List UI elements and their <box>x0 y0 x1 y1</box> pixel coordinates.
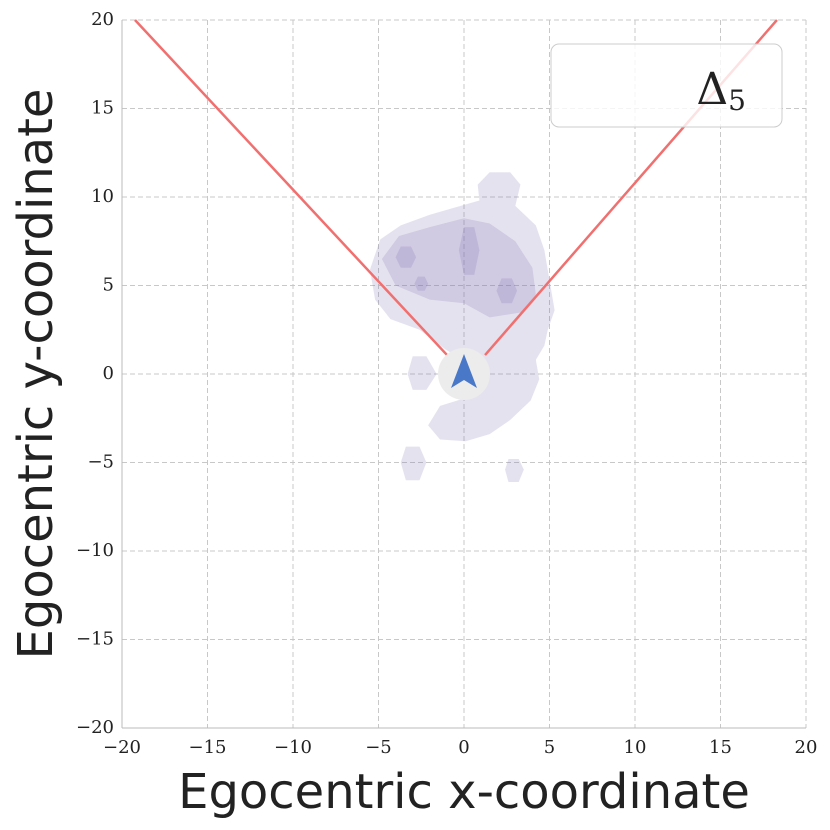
density-region <box>414 276 429 291</box>
legend-box <box>550 43 783 128</box>
legend-subscript: 5 <box>728 84 746 117</box>
x-tick-label: −5 <box>365 737 392 758</box>
x-tick-label: −20 <box>103 737 141 758</box>
y-tick-label: 15 <box>91 98 114 119</box>
x-tick-label: 20 <box>795 737 818 758</box>
density-region <box>505 458 524 482</box>
fov-line <box>134 19 448 356</box>
density-region <box>369 172 555 442</box>
y-tick-label: 10 <box>91 186 114 207</box>
legend-label: Δ5 <box>696 64 746 117</box>
density-region <box>400 446 427 481</box>
density-region <box>381 218 536 318</box>
x-tick-label: 15 <box>709 737 732 758</box>
y-tick-label: −5 <box>87 452 114 473</box>
density-region <box>496 278 518 304</box>
y-tick-label: −15 <box>76 629 114 650</box>
density-region <box>395 246 417 268</box>
x-tick-label: 5 <box>544 737 555 758</box>
y-tick-label: −10 <box>76 540 114 561</box>
y-tick-label: 5 <box>103 275 114 296</box>
x-tick-label: −15 <box>189 737 227 758</box>
x-axis-label: Egocentric x-coordinate <box>178 764 750 820</box>
density-region <box>458 227 480 275</box>
y-tick-label: −20 <box>76 717 114 738</box>
legend-symbol: Δ <box>696 64 728 115</box>
agent-arrow <box>451 354 477 388</box>
density-region <box>407 356 437 390</box>
y-axis-label: Egocentric y-coordinate <box>8 89 64 660</box>
x-tick-label: −10 <box>274 737 312 758</box>
y-tick-label: 0 <box>103 363 114 384</box>
y-tick-label: 20 <box>91 9 114 30</box>
x-tick-label: 0 <box>458 737 469 758</box>
x-tick-label: 10 <box>624 737 647 758</box>
